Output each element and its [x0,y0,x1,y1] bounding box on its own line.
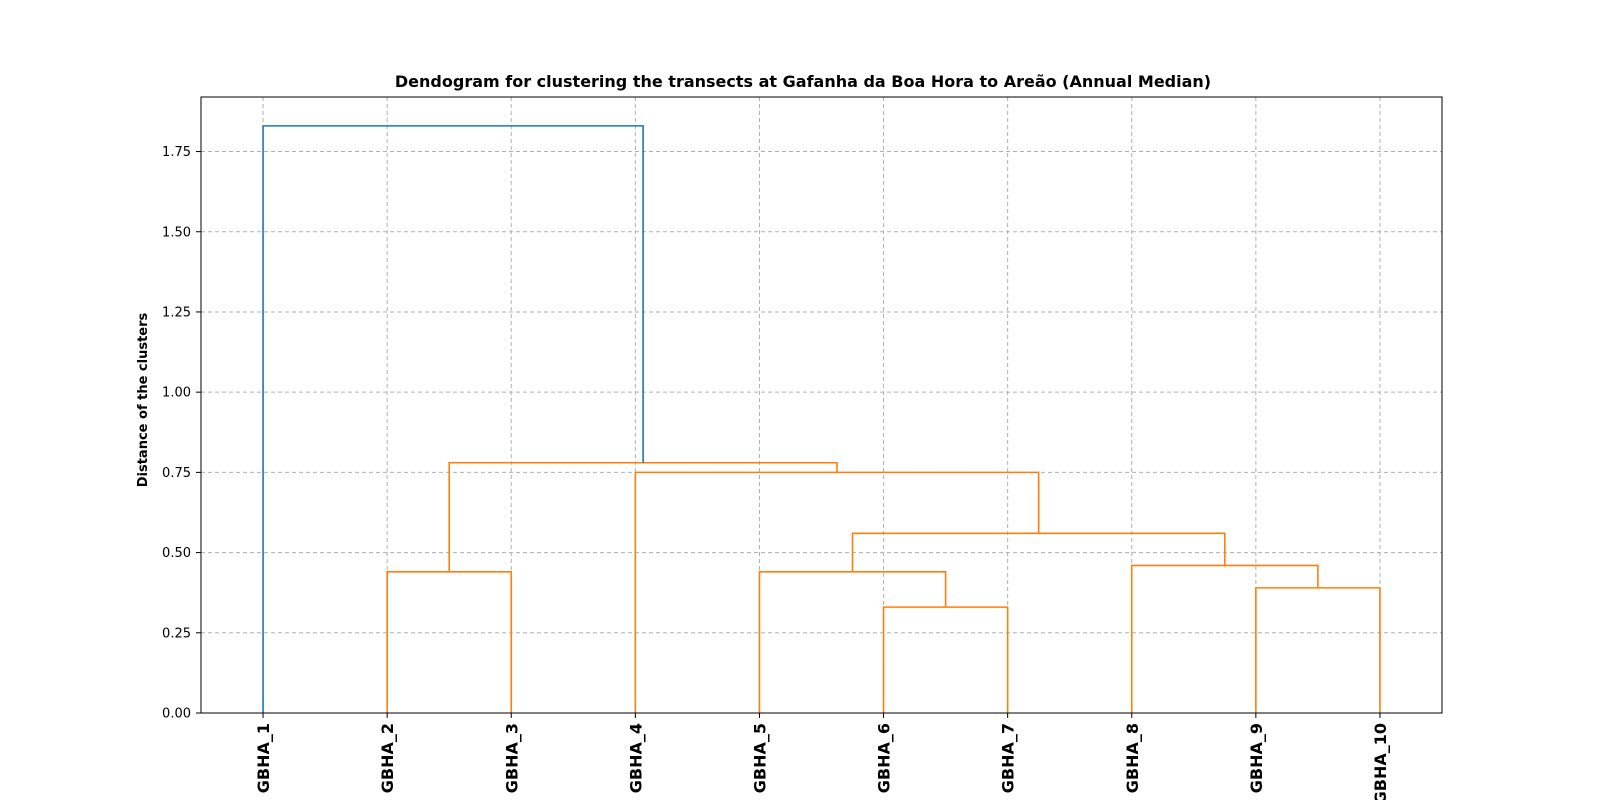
dendrogram-link [882,606,1009,713]
y-tick-label: 0.25 [162,626,191,641]
chart-title: Dendogram for clustering the transects a… [395,72,1211,91]
dendrogram-link [386,571,513,713]
x-tick-label-gbha-1: GBHA_1 [254,723,273,793]
dendrogram-links [262,125,1381,713]
y-tick-label: 0.50 [162,546,191,561]
x-tick-label-gbha-9: GBHA_9 [1247,723,1266,793]
x-tick-label-gbha-7: GBHA_7 [999,723,1018,793]
dendrogram-link [1130,564,1319,713]
x-tick-label-gbha-3: GBHA_3 [502,723,521,793]
dendrogram-link [448,461,838,572]
x-tick-label-gbha-8: GBHA_8 [1123,723,1142,793]
y-tick-label: 1.25 [162,305,191,320]
x-axis-ticks: GBHA_1 GBHA_2 GBHA_3 GBHA_4 GBHA_5 GBHA_6 GBHA… [254,713,1390,800]
y-tick-label: 0.75 [162,466,191,481]
y-tick-label: 0.00 [162,707,191,722]
plot-frame [200,96,1443,714]
x-tick-label-gbha-5: GBHA_5 [750,723,769,793]
dendrogram-link [262,125,644,713]
y-tick-label: 1.50 [162,225,191,240]
dendrogram-link [758,571,947,713]
x-tick-label-gbha-10: GBHA_10 [1371,723,1390,800]
dendrogram-link [634,471,1040,713]
dendrogram-link [1255,587,1381,713]
x-tick-label-gbha-6: GBHA_6 [875,723,894,793]
x-tick-label-gbha-2: GBHA_2 [378,723,397,793]
x-tick-label-gbha-4: GBHA_4 [626,723,645,793]
y-axis-label: Distance of the clusters [136,312,151,487]
y-tick-label: 1.00 [162,386,191,401]
y-tick-label: 1.75 [162,145,191,160]
y-axis-ticks: 0.00 0.25 0.50 0.75 1.00 1.25 1.50 1.75 [162,145,201,722]
